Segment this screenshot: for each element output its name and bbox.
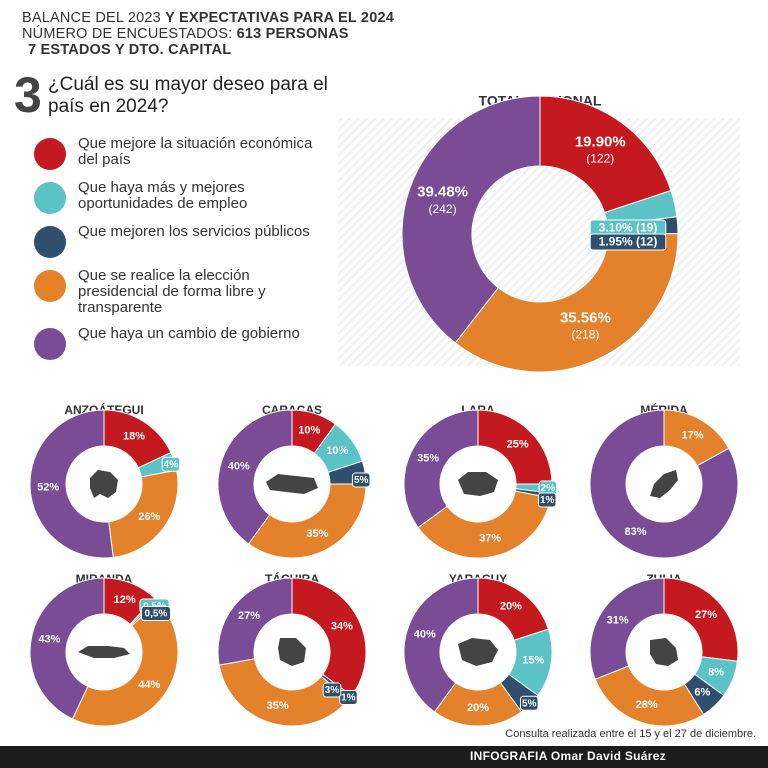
footer-credit: INFOGRAFIA Omar David Suárez [470, 749, 666, 763]
legend-label: Que mejore la situación económica del pa… [78, 135, 313, 168]
data-label-servicios-bg [519, 695, 539, 711]
data-label-economia: 25% [507, 438, 529, 450]
state-map-shape [458, 638, 498, 666]
donut-slice-economia [663, 577, 739, 662]
data-label-empleo-bg [161, 456, 181, 472]
donut-slice-cambio [401, 95, 541, 344]
state-map-shape [266, 474, 318, 494]
legend-label: Que se realice la elección presidencial … [78, 267, 266, 316]
data-label-economia: 18% [123, 431, 145, 443]
donut-slice-cambio [29, 577, 105, 720]
donut-slice-eleccion [247, 483, 367, 559]
state-map-shape [90, 470, 118, 498]
state-map-shape [458, 472, 498, 496]
state-map-shape [78, 646, 130, 658]
data-label-extra-bg [322, 682, 342, 698]
donut-slice-eleccion [417, 490, 552, 559]
donut-slice-eleccion [594, 665, 705, 727]
donut-slice-economia [539, 95, 672, 214]
data-label-cambio: 35% [417, 452, 439, 464]
data-label-empleo: 2% [541, 483, 556, 494]
donut-slice-eleccion [454, 233, 679, 373]
data-label-empleo: 4% [164, 459, 179, 470]
legend-swatch [34, 270, 66, 302]
header-line3: 7 ESTADOS Y DTO. CAPITAL [28, 42, 232, 58]
data-label-eleccion: 17% [681, 430, 703, 442]
data-label-servicios-bg [537, 492, 557, 508]
data-label-servicios: 1% [341, 693, 356, 704]
donut-slice-cambio [217, 577, 293, 666]
data-label-economia: 20% [500, 601, 522, 613]
data-label-economia: 10% [298, 425, 320, 437]
data-label-servicios: 1% [540, 495, 555, 506]
data-count-eleccion: (218) [571, 328, 599, 342]
legend-label: Que haya un cambio de gobierno [78, 325, 300, 342]
data-label-extra: 3% [325, 685, 340, 696]
donut-slice-cambio [403, 577, 479, 713]
donut-slice-cambio [217, 409, 293, 545]
state-map-shape [650, 638, 678, 666]
legend-label: Que haya más y mejores oportunidades de … [78, 179, 248, 212]
data-label-economia: 34% [331, 621, 353, 633]
state-map-shape [278, 638, 306, 666]
question-number: 3 [14, 67, 42, 123]
data-label-empleo: 8% [708, 667, 724, 679]
donut-slice-economia [291, 577, 367, 697]
data-label-servicios: 1.95% (12) [599, 235, 658, 249]
data-label-eleccion: 35% [306, 528, 328, 540]
data-label-economia: 27% [695, 609, 717, 621]
data-label-servicios: 0,5% [145, 609, 168, 620]
data-label-eleccion: 35% [267, 700, 289, 712]
donut-slice-cambio [403, 409, 479, 529]
data-label-cambio: 83% [624, 526, 646, 538]
legend-swatch [34, 138, 66, 170]
header-line2-a: NÚMERO DE ENCUESTADOS: [22, 26, 237, 42]
footer-bar [0, 746, 768, 768]
header-line1-b: Y EXPECTATIVAS PARA EL 2024 [165, 10, 394, 26]
legend-swatch [34, 182, 66, 214]
question-text: ¿Cuál es su mayor deseo para el país en … [48, 74, 328, 117]
legend-swatch [34, 226, 66, 258]
state-map-shape [650, 470, 678, 498]
data-label-eleccion: 35.56% [560, 309, 611, 326]
data-label-eleccion: 26% [138, 511, 160, 523]
donut-slice-eleccion [218, 658, 350, 727]
data-label-servicios: 5% [522, 698, 537, 709]
data-label-servicios: 6% [694, 687, 710, 699]
data-count-cambio: (242) [429, 202, 457, 216]
header-line2-b: 613 PERSONAS [236, 26, 349, 42]
data-label-cambio: 52% [37, 481, 59, 493]
data-label-cambio: 39.48% [417, 184, 468, 201]
data-label-servicios-bg [140, 605, 172, 621]
data-label-servicios-bg [339, 689, 358, 705]
donut-slice-cambio [589, 577, 665, 680]
data-label-empleo: 3.10% (19) [599, 221, 658, 235]
data-label-cambio: 43% [38, 634, 60, 646]
data-label-empleo: 10% [326, 445, 348, 457]
data-label-eleccion: 28% [636, 699, 658, 711]
data-count-economia: (122) [586, 152, 614, 166]
data-label-eleccion: 37% [479, 533, 501, 545]
donut-slice-cambio [29, 409, 114, 559]
data-label-cambio: 40% [414, 629, 436, 641]
data-label-cambio: 40% [228, 461, 250, 473]
data-label-servicios-bg [351, 472, 371, 488]
data-label-economia: 19.90% [575, 133, 626, 150]
data-label-cambio: 31% [607, 614, 629, 626]
header: BALANCE DEL 2023 Y EXPECTATIVAS PARA EL … [22, 10, 394, 58]
data-label-eleccion: 44% [138, 679, 160, 691]
data-label-cambio: 27% [238, 610, 260, 622]
donut-slice-cambio [589, 409, 739, 559]
header-line1-a: BALANCE DEL 2023 [22, 10, 166, 26]
data-label-servicios-bg [589, 233, 667, 251]
data-label-empleo: 15% [522, 655, 544, 667]
data-label-economia: 12% [114, 594, 136, 606]
data-label-servicios: 5% [354, 475, 369, 486]
legend-swatch [34, 328, 66, 360]
donut-slice-eleccion [71, 600, 179, 727]
footer-note: Consulta realizada entre el 15 y el 27 d… [505, 728, 756, 740]
data-label-eleccion: 20% [467, 702, 489, 714]
legend-label: Que mejoren los servicios públicos [78, 223, 310, 240]
